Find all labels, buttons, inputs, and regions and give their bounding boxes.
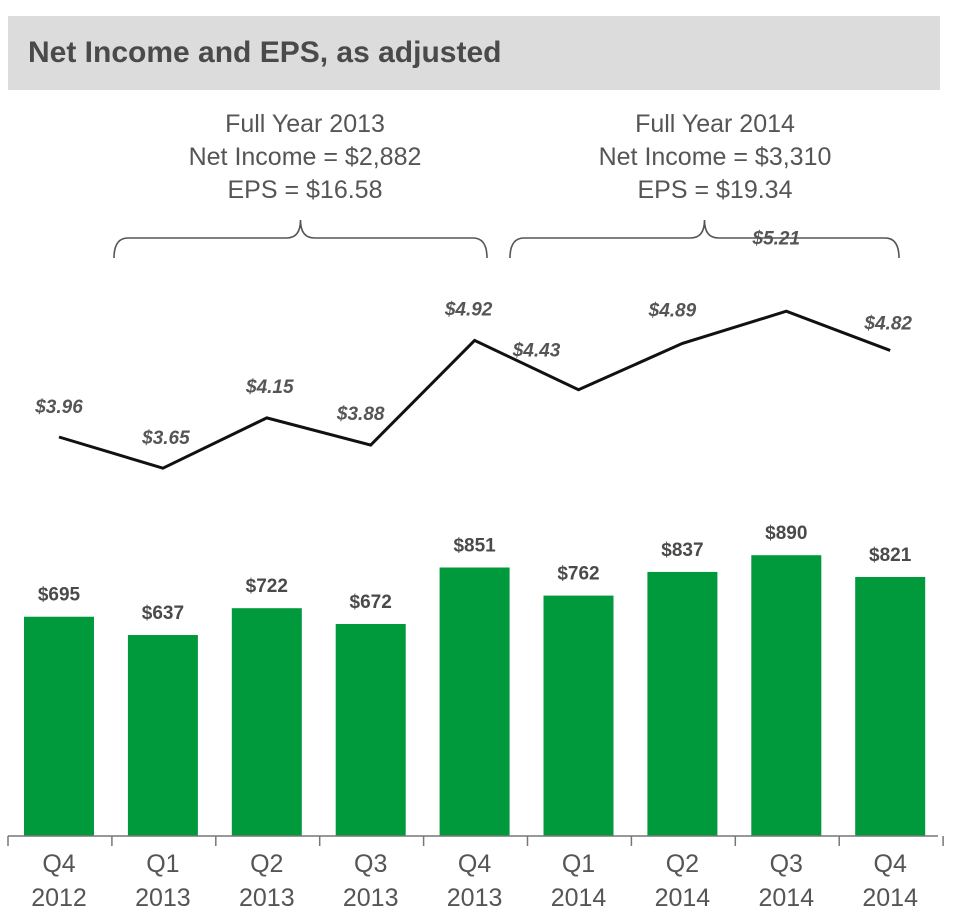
annotation-line: EPS = $19.34 [637, 176, 793, 204]
net-income-bar-label: $637 [142, 603, 184, 624]
net-income-bar [335, 623, 406, 836]
x-tick-label-quarter: Q2 [666, 850, 699, 878]
net-income-bar-label: $851 [453, 536, 496, 557]
x-tick-label-quarter: Q3 [354, 850, 387, 878]
net-income-bar [127, 635, 198, 836]
x-tick-label-quarter: Q4 [42, 850, 75, 878]
net-income-bar-label: $762 [557, 564, 599, 585]
x-tick-label-quarter: Q2 [250, 850, 283, 878]
eps-point-label: $4.43 [512, 341, 561, 362]
x-tick-label-year: 2014 [862, 884, 918, 912]
eps-point-label: $3.88 [336, 404, 385, 425]
x-tick-label-year: 2013 [343, 884, 399, 912]
group-brace-2014 [509, 219, 900, 259]
annotation-line: Full Year 2013 [225, 110, 385, 138]
net-income-bar [647, 571, 718, 836]
x-tick-label-year: 2014 [758, 884, 814, 912]
chart-title: Net Income and EPS, as adjusted [28, 36, 502, 69]
net-income-bar [855, 576, 926, 836]
net-income-bar-label: $722 [246, 576, 288, 597]
annotation-full-year-2013: Full Year 2013 Net Income = $2,882 EPS =… [135, 108, 475, 207]
annotation-line: Net Income = $3,310 [598, 143, 832, 171]
net-income-bar [543, 595, 614, 836]
net-income-bar-label: $695 [38, 585, 81, 606]
x-tick-label-year: 2013 [135, 884, 191, 912]
net-income-bar-label: $821 [869, 545, 912, 566]
x-tick-label-quarter: Q1 [146, 850, 179, 878]
eps-point-label: $4.89 [648, 300, 697, 321]
chart-header: Net Income and EPS, as adjusted [8, 16, 940, 90]
eps-point-label: $4.82 [863, 313, 912, 334]
eps-point-label: $3.96 [34, 397, 83, 418]
annotation-full-year-2014: Full Year 2014 Net Income = $3,310 EPS =… [545, 108, 885, 207]
net-income-bar [24, 616, 94, 836]
x-tick-label-quarter: Q1 [562, 850, 595, 878]
net-income-bar [751, 555, 822, 836]
x-tick-label-year: 2013 [447, 884, 503, 912]
annotation-line: EPS = $16.58 [227, 176, 383, 204]
group-brace-2013 [113, 219, 488, 259]
eps-point-label: $4.92 [444, 299, 493, 320]
net-income-bar-label: $837 [661, 540, 703, 561]
x-tick-label-year: 2013 [239, 884, 295, 912]
x-tick-label-quarter: Q4 [874, 850, 907, 878]
annotation-line: Net Income = $2,882 [188, 143, 422, 171]
eps-point-label: $3.65 [141, 428, 190, 449]
x-tick-label-quarter: Q3 [770, 850, 803, 878]
x-tick-label-year: 2014 [551, 884, 607, 912]
eps-point-label: $4.15 [245, 377, 294, 398]
annotation-line: Full Year 2014 [635, 110, 795, 138]
net-income-bar [439, 567, 510, 836]
x-tick-label-quarter: Q4 [458, 850, 491, 878]
net-income-bar-label: $890 [765, 523, 807, 544]
net-income-bar [231, 608, 302, 836]
x-tick-label-year: 2012 [31, 884, 87, 912]
net-income-bar-label: $672 [350, 592, 392, 613]
eps-series-line [58, 309, 891, 470]
x-tick-label-year: 2014 [655, 884, 711, 912]
